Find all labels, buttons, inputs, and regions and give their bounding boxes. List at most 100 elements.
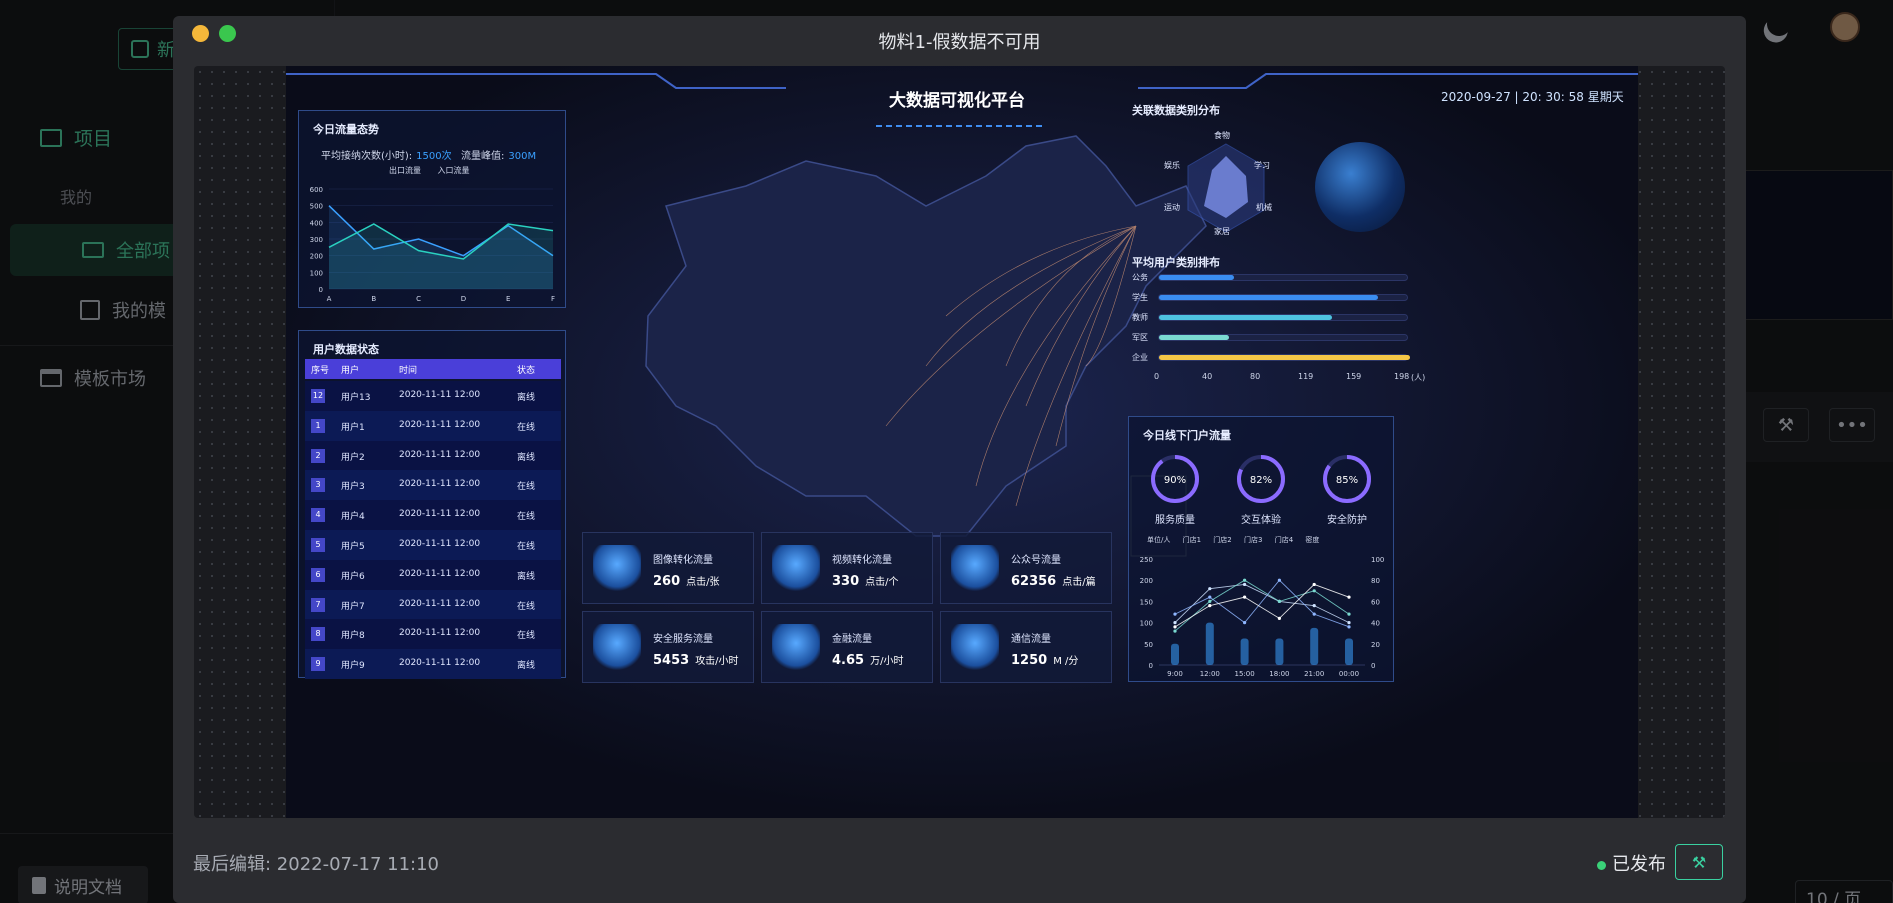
window-maximize-dot[interactable] xyxy=(219,25,236,42)
col-header-user: 用户 xyxy=(341,366,360,376)
peak-label: 流量峰值: xyxy=(461,151,505,162)
ranking-tick: 159 xyxy=(1346,372,1362,381)
col-header-index: 序号 xyxy=(311,366,330,376)
table-row[interactable]: 2 用户2 2020-11-11 12:00 离线 xyxy=(305,440,561,471)
series-line xyxy=(1174,579,1350,632)
ranking-track xyxy=(1158,354,1410,361)
table-row[interactable]: 7 用户7 2020-11-11 12:00 在线 xyxy=(305,589,561,620)
legend-store-4: 门店4 xyxy=(1274,536,1294,544)
row-user: 用户1 xyxy=(341,422,365,433)
sidebar-item-market[interactable]: 模板市场 xyxy=(40,365,146,391)
table-row[interactable]: 6 用户6 2020-11-11 12:00 离线 xyxy=(305,559,561,590)
col-header-time: 时间 xyxy=(399,366,418,376)
table-row[interactable]: 4 用户4 2020-11-11 12:00 在线 xyxy=(305,500,561,531)
series-point xyxy=(1173,612,1177,616)
stat-label: 图像转化流量 xyxy=(653,555,713,566)
radar-label: 家居 xyxy=(1214,227,1230,236)
series-point xyxy=(1312,612,1316,616)
series-point xyxy=(1347,625,1351,629)
row-time: 2020-11-11 12:00 xyxy=(399,390,481,400)
stat-card[interactable]: 图像转化流量 260 点击/张 xyxy=(582,532,754,604)
legend-store-2: 门店2 xyxy=(1213,536,1232,544)
project-card-toolbar: ⚒ ••• xyxy=(1745,392,1893,462)
row-user: 用户4 xyxy=(341,512,365,523)
sidebar-item-label: 模板市场 xyxy=(74,369,146,390)
series-point xyxy=(1277,616,1281,620)
sidebar-item-label: 我的模 xyxy=(112,301,166,322)
row-user: 用户2 xyxy=(341,452,365,463)
row-index: 6 xyxy=(311,567,325,582)
project-thumbnail[interactable] xyxy=(1745,170,1893,320)
ranking-tick: 0 xyxy=(1154,372,1160,381)
more-button[interactable]: ••• xyxy=(1829,408,1875,442)
stat-label: 金融流量 xyxy=(832,634,872,645)
ring-value: 90% xyxy=(1164,475,1186,486)
series-line xyxy=(1174,579,1350,628)
new-button-label: 新 xyxy=(157,40,175,61)
radar-label: 机械 xyxy=(1256,203,1272,212)
ranking-axis: 0 40 80 119 159 198 xyxy=(1154,372,1454,386)
row-status: 在线 xyxy=(517,512,536,523)
series-point xyxy=(1173,629,1177,633)
y-tick-label: 400 xyxy=(310,219,323,227)
series-point xyxy=(1347,612,1351,616)
series-point xyxy=(1243,578,1247,582)
table-row[interactable]: 8 用户8 2020-11-11 12:00 在线 xyxy=(305,619,561,650)
series-area xyxy=(329,224,553,289)
y-tick-label: 250 xyxy=(1140,556,1153,564)
radar-label: 娱乐 xyxy=(1164,161,1180,170)
row-index: 9 xyxy=(311,657,325,672)
divider xyxy=(0,833,335,834)
col-header-status: 状态 xyxy=(517,366,536,376)
table-row[interactable]: 3 用户3 2020-11-11 12:00 在线 xyxy=(305,470,561,501)
series-point xyxy=(1277,599,1281,603)
sidebar-item-my-templates[interactable]: 我的模 xyxy=(80,297,166,323)
row-time: 2020-11-11 12:00 xyxy=(399,568,481,579)
sidebar-item-all-projects[interactable]: 全部项 xyxy=(10,224,200,276)
stat-card[interactable]: 视频转化流量 330 点击/个 xyxy=(761,532,933,604)
row-index: 4 xyxy=(311,508,325,523)
ranking-tick: 198 xyxy=(1394,372,1410,381)
ring-value: 82% xyxy=(1250,475,1272,486)
table-header: 序号 用户 时间 状态 xyxy=(305,359,561,379)
y-tick-label: 150 xyxy=(1140,598,1153,606)
row-status: 在线 xyxy=(517,482,536,493)
table-row[interactable]: 5 用户5 2020-11-11 12:00 在线 xyxy=(305,530,561,560)
row-index: 12 xyxy=(311,389,325,403)
stat-card[interactable]: 安全服务流量 5453 攻击/小时 xyxy=(582,611,754,683)
ring-gauge: 82% xyxy=(1237,455,1285,503)
table-row[interactable]: 9 用户9 2020-11-11 12:00 离线 xyxy=(305,649,561,680)
avatar[interactable] xyxy=(1830,12,1860,42)
row-time: 2020-11-11 12:00 xyxy=(399,539,481,549)
stat-card[interactable]: 公众号流量 62356 点击/篇 xyxy=(940,532,1112,604)
table-row[interactable]: 1 用户1 2020-11-11 12:00 在线 xyxy=(305,410,561,441)
edit-button[interactable]: ⚒ xyxy=(1763,408,1809,442)
row-index: 8 xyxy=(311,627,325,642)
row-index: 7 xyxy=(311,597,325,612)
density-bar xyxy=(1275,638,1284,665)
window-minimize-dot[interactable] xyxy=(192,25,209,42)
stat-card[interactable]: 金融流量 4.65 万/小时 xyxy=(761,611,933,683)
ranking-track xyxy=(1158,334,1408,341)
table-row[interactable]: 12 用户13 2020-11-11 12:00 离线 xyxy=(305,381,561,411)
store-line-chart: 0 50 100 150 200 250 0 20 40 60 80 100 9:00 12:00 15:0… xyxy=(1140,556,1385,678)
x-tick-label: B xyxy=(371,295,376,303)
row-status: 在线 xyxy=(517,631,536,642)
row-status: 离线 xyxy=(517,393,536,403)
y-tick-label: 300 xyxy=(310,236,323,244)
docs-button[interactable]: 说明文档 xyxy=(18,866,148,903)
sidebar-item-project[interactable]: 项目 xyxy=(40,124,112,151)
density-bar xyxy=(1310,627,1319,665)
ranking-track xyxy=(1158,294,1408,301)
series-point xyxy=(1173,621,1177,625)
x-tick-label: C xyxy=(416,295,421,303)
dashboard-title: 大数据可视化平台 xyxy=(889,91,1025,111)
ranking-row: 企业 xyxy=(1132,352,1432,364)
radar-label: 运动 xyxy=(1164,203,1180,212)
row-user: 用户13 xyxy=(341,393,371,403)
ring-gauge: 85% xyxy=(1323,455,1371,503)
edit-button[interactable]: ⚒ xyxy=(1675,844,1723,880)
ranking-label: 企业 xyxy=(1132,353,1148,362)
stat-card[interactable]: 通信流量 1250 M /分 xyxy=(940,611,1112,683)
y2-tick-label: 100 xyxy=(1371,556,1384,564)
